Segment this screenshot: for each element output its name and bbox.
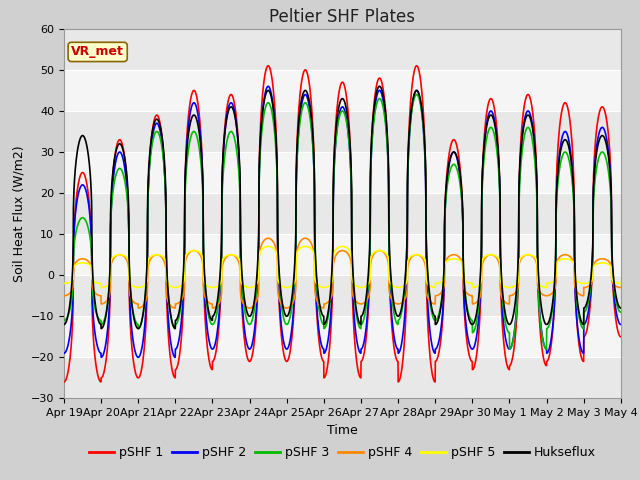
Bar	[64, 234, 621, 275]
Bar	[64, 29, 621, 70]
Y-axis label: Soil Heat Flux (W/m2): Soil Heat Flux (W/m2)	[12, 145, 25, 282]
Bar	[64, 152, 621, 193]
Bar	[64, 357, 621, 398]
Text: VR_met: VR_met	[71, 46, 124, 59]
Bar	[64, 70, 621, 111]
Bar	[64, 193, 621, 234]
Legend: pSHF 1, pSHF 2, pSHF 3, pSHF 4, pSHF 5, Hukseflux: pSHF 1, pSHF 2, pSHF 3, pSHF 4, pSHF 5, …	[84, 441, 601, 464]
Title: Peltier SHF Plates: Peltier SHF Plates	[269, 8, 415, 26]
X-axis label: Time: Time	[327, 424, 358, 437]
Bar	[64, 316, 621, 357]
Bar	[64, 111, 621, 152]
Bar	[64, 275, 621, 316]
